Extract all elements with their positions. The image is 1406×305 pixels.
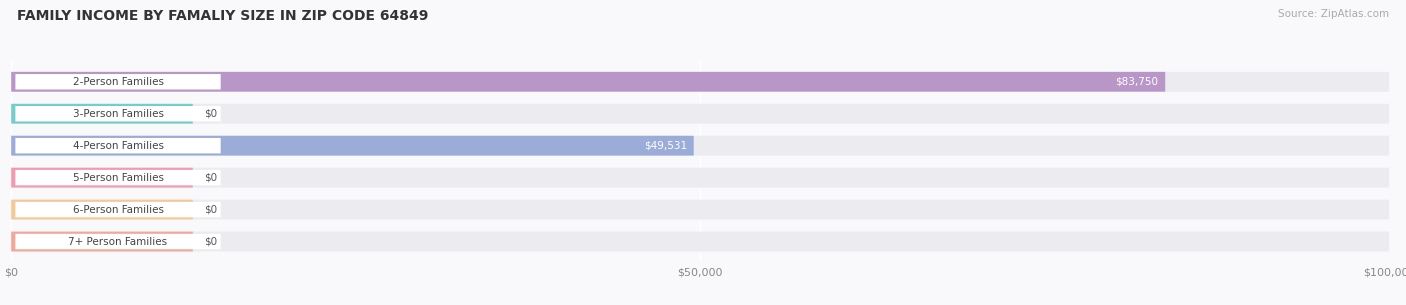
Text: $0: $0 — [204, 109, 217, 119]
Text: $0: $0 — [204, 173, 217, 183]
Text: 6-Person Families: 6-Person Families — [73, 205, 163, 215]
Text: Source: ZipAtlas.com: Source: ZipAtlas.com — [1278, 9, 1389, 19]
FancyBboxPatch shape — [11, 136, 1389, 156]
FancyBboxPatch shape — [15, 202, 221, 217]
Text: 5-Person Families: 5-Person Families — [73, 173, 163, 183]
Text: FAMILY INCOME BY FAMALIY SIZE IN ZIP CODE 64849: FAMILY INCOME BY FAMALIY SIZE IN ZIP COD… — [17, 9, 429, 23]
FancyBboxPatch shape — [11, 200, 193, 220]
FancyBboxPatch shape — [11, 136, 693, 156]
Text: $0: $0 — [204, 205, 217, 215]
FancyBboxPatch shape — [11, 104, 193, 124]
FancyBboxPatch shape — [11, 231, 1389, 251]
FancyBboxPatch shape — [15, 74, 221, 89]
FancyBboxPatch shape — [11, 168, 193, 188]
FancyBboxPatch shape — [15, 234, 221, 249]
FancyBboxPatch shape — [11, 72, 1166, 92]
Text: $49,531: $49,531 — [644, 141, 688, 151]
FancyBboxPatch shape — [15, 170, 221, 185]
Text: 4-Person Families: 4-Person Families — [73, 141, 163, 151]
Text: $0: $0 — [204, 237, 217, 246]
FancyBboxPatch shape — [15, 106, 221, 121]
Text: 3-Person Families: 3-Person Families — [73, 109, 163, 119]
FancyBboxPatch shape — [11, 72, 1389, 92]
Text: $83,750: $83,750 — [1115, 77, 1159, 87]
Text: 7+ Person Families: 7+ Person Families — [69, 237, 167, 246]
FancyBboxPatch shape — [11, 200, 1389, 220]
FancyBboxPatch shape — [11, 168, 1389, 188]
FancyBboxPatch shape — [11, 104, 1389, 124]
Text: 2-Person Families: 2-Person Families — [73, 77, 163, 87]
FancyBboxPatch shape — [15, 138, 221, 153]
FancyBboxPatch shape — [11, 231, 193, 251]
